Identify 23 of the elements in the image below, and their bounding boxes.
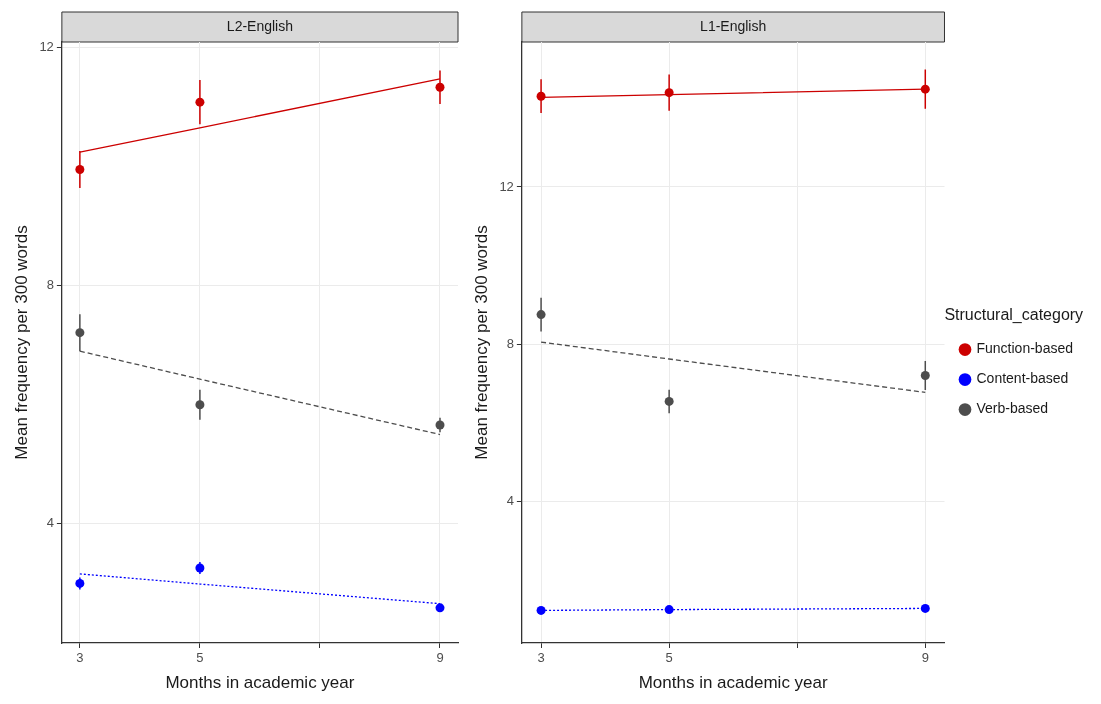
x-axis-title: Months in academic year [165, 673, 355, 693]
y-tick-label: 8 [46, 277, 54, 293]
legend-label: Verb-based [976, 400, 1049, 417]
legend-label: Content-based [976, 370, 1069, 387]
y-tick-label: 12 [499, 178, 514, 194]
y-tick-label: 4 [46, 515, 54, 531]
legend-label: Function-based [976, 340, 1074, 357]
point [920, 603, 930, 613]
x-tick-label: 3 [76, 650, 84, 666]
x-tick-label: 5 [196, 650, 204, 666]
y-tick-label: 8 [506, 335, 514, 351]
x-tick-label: 3 [537, 650, 545, 666]
x-axis-title: Months in academic year [638, 673, 828, 693]
y-tick-label: 4 [506, 492, 514, 508]
chart-title: L2-English [226, 17, 294, 34]
x-tick-label: 5 [665, 650, 673, 666]
y-axis-title: Mean frequency per 300 words [11, 225, 31, 460]
legend-title: Structural_category [944, 305, 1084, 324]
chart-title: L1-English [700, 17, 767, 34]
y-axis-title: Mean frequency per 300 words [471, 225, 491, 460]
y-tick-label: 12 [39, 38, 54, 54]
x-tick-label: 9 [436, 650, 444, 666]
x-tick-label: 9 [921, 650, 929, 666]
